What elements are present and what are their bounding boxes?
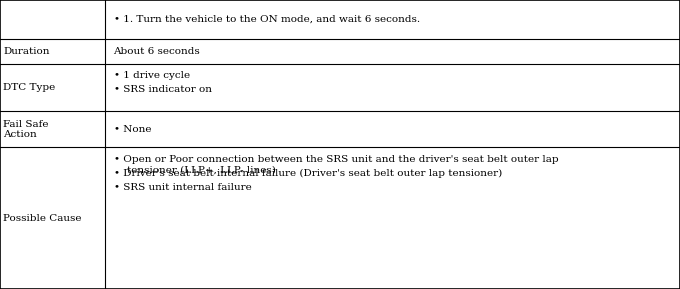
Text: • None: • None — [114, 125, 151, 134]
Text: Duration: Duration — [3, 47, 50, 56]
Text: • Driver's seat belt internal failure (Driver's seat belt outer lap tensioner): • Driver's seat belt internal failure (D… — [114, 169, 502, 178]
Text: About 6 seconds: About 6 seconds — [114, 47, 201, 56]
Text: • SRS indicator on: • SRS indicator on — [114, 85, 211, 94]
Text: Fail Safe
Action: Fail Safe Action — [3, 120, 49, 139]
Text: Possible Cause: Possible Cause — [3, 214, 82, 223]
Text: • 1 drive cycle: • 1 drive cycle — [114, 71, 190, 80]
Text: • SRS unit internal failure: • SRS unit internal failure — [114, 183, 252, 192]
Text: • Open or Poor connection between the SRS unit and the driver's seat belt outer : • Open or Poor connection between the SR… — [114, 155, 558, 174]
Text: DTC Type: DTC Type — [3, 83, 56, 92]
Text: • 1. Turn the vehicle to the ON mode, and wait 6 seconds.: • 1. Turn the vehicle to the ON mode, an… — [114, 15, 420, 24]
